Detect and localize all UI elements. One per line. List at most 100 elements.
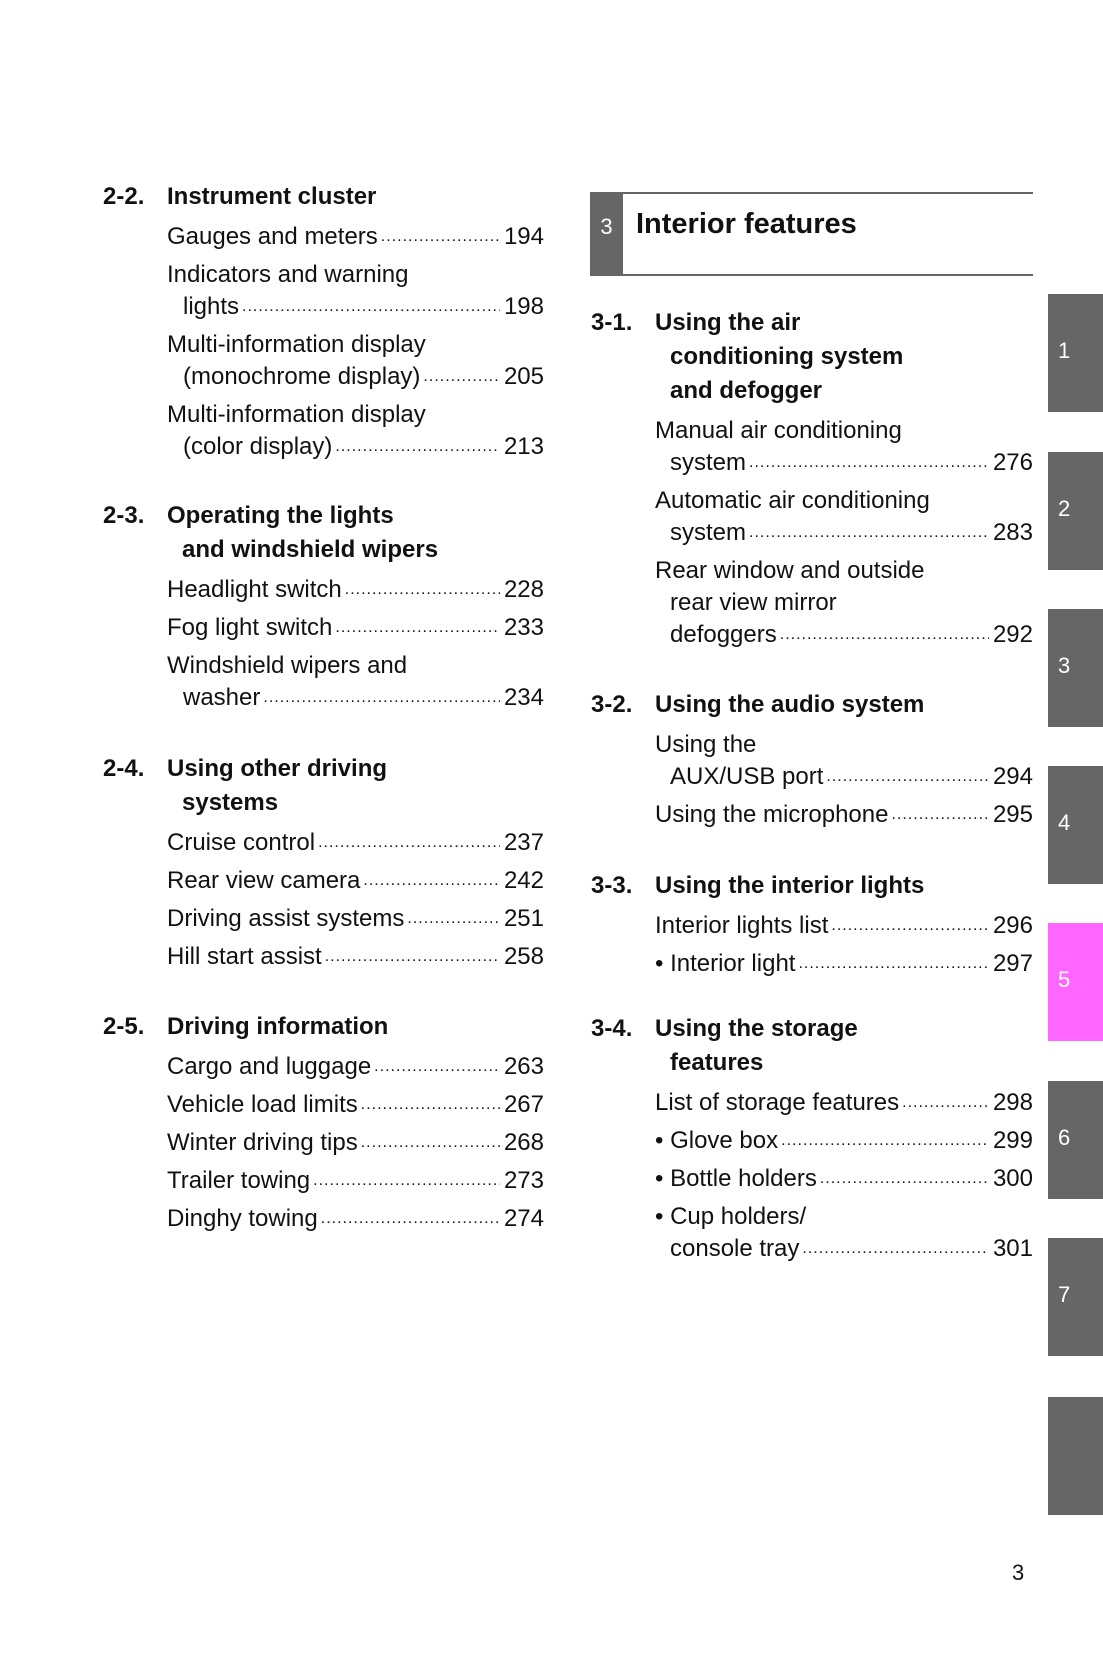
entry-page: 268	[503, 1129, 544, 1156]
entry-page: 194	[503, 223, 544, 250]
entry-page: 298	[992, 1089, 1033, 1116]
toc-entry[interactable]: • Interior light 297	[591, 948, 1033, 980]
toc-entry[interactable]: Manual air conditioning system 276	[591, 415, 1033, 479]
chapter-tab-label: 7	[1058, 1282, 1071, 1307]
toc-section: 3-4. Using the storage features List of sto…	[591, 1012, 1033, 1271]
toc-entry-line: List of storage features 298	[591, 1087, 1033, 1119]
entry-page: 233	[503, 614, 544, 641]
dot-leader	[335, 431, 500, 463]
section-title: Using the storage features	[655, 1012, 858, 1080]
section-number: 2-5.	[103, 1013, 145, 1040]
toc-entry[interactable]: Using the microphone 295	[591, 799, 1033, 831]
toc-entry[interactable]: Cruise control 237	[103, 827, 544, 859]
toc-entry-line: Windshield wipers and	[103, 650, 544, 682]
toc-entry[interactable]: Trailer towing 273	[103, 1165, 544, 1197]
toc-section: 3-3. Using the interior lights Interior li…	[591, 869, 1033, 986]
entry-page: 237	[503, 829, 544, 856]
dot-leader	[242, 291, 500, 323]
entry-text: system	[670, 449, 747, 476]
toc-entry[interactable]: Multi-information display (monochrome dis…	[103, 329, 544, 393]
entry-page: 242	[503, 867, 544, 894]
chapter-tab-label: 4	[1058, 810, 1071, 835]
chapter-tab-1[interactable]: 1	[1048, 294, 1103, 412]
toc-entry[interactable]: Multi-information display (color display)…	[103, 399, 544, 463]
entry-text: List of storage features	[655, 1089, 900, 1116]
toc-entry-line: Dinghy towing 274	[103, 1203, 544, 1235]
toc-entry[interactable]: Fog light switch 233	[103, 612, 544, 644]
entry-text: Cruise control	[167, 829, 316, 856]
toc-entry[interactable]: Hill start assist 258	[103, 941, 544, 973]
section-number: 2-2.	[103, 183, 145, 210]
entry-page: 267	[503, 1091, 544, 1118]
toc-entry[interactable]: Winter driving tips 268	[103, 1127, 544, 1159]
section-heading[interactable]: 2-5. Driving information	[103, 1010, 544, 1044]
toc-entry[interactable]: Rear window and outside rear view mirror d…	[591, 555, 1033, 651]
toc-entry[interactable]: Windshield wipers and washer 234	[103, 650, 544, 714]
section-title-line: and windshield wipers	[182, 536, 439, 563]
chapter-tab-blank[interactable]	[1048, 1397, 1103, 1515]
dot-leader	[749, 517, 989, 549]
section-title-line: and defogger	[670, 377, 823, 404]
section-heading[interactable]: 3-1. Using the air conditioning system and …	[591, 306, 1033, 408]
entry-text: Using the microphone	[655, 801, 889, 828]
section-heading[interactable]: 2-4. Using other driving systems	[103, 752, 544, 820]
section-heading[interactable]: 2-3. Operating the lights and windshield w…	[103, 499, 544, 567]
toc-entry-line: Indicators and warning	[103, 259, 544, 291]
entry-text: Fog light switch	[167, 614, 333, 641]
entry-page: 234	[503, 684, 544, 711]
chapter-tab-6[interactable]: 6	[1048, 1081, 1103, 1199]
entry-text: system	[670, 519, 747, 546]
toc-entry[interactable]: Gauges and meters 194	[103, 221, 544, 253]
dot-leader	[781, 1125, 989, 1157]
chapter-tab-2[interactable]: 2	[1048, 452, 1103, 570]
dot-leader	[381, 221, 500, 253]
toc-entry[interactable]: Driving assist systems 251	[103, 903, 544, 935]
toc-entry[interactable]: • Glove box 299	[591, 1125, 1033, 1157]
toc-entry[interactable]: Rear view camera 242	[103, 865, 544, 897]
dot-leader	[831, 910, 989, 942]
dot-leader	[361, 1127, 500, 1159]
toc-entry[interactable]: Automatic air conditioning system 283	[591, 485, 1033, 549]
section-heading[interactable]: 3-2. Using the audio system	[591, 688, 1033, 722]
chapter-tab-4[interactable]: 4	[1048, 766, 1103, 884]
toc-entry[interactable]: • Cup holders/console tray 301	[591, 1201, 1033, 1265]
toc-entry[interactable]: Vehicle load limits 267	[103, 1089, 544, 1121]
chapter-tab-7[interactable]: 7	[1048, 1238, 1103, 1356]
entry-page: 301	[992, 1235, 1033, 1262]
chapter-tab-3[interactable]: 3	[1048, 609, 1103, 727]
entry-text: Multi-information display	[167, 331, 426, 358]
toc-entry[interactable]: Headlight switch 228	[103, 574, 544, 606]
toc-entry[interactable]: Indicators and warning lights 198	[103, 259, 544, 323]
section-heading[interactable]: 3-3. Using the interior lights	[591, 869, 1033, 903]
dot-leader	[802, 1233, 989, 1265]
toc-entry[interactable]: Interior lights list 296	[591, 910, 1033, 942]
entry-page: 251	[503, 905, 544, 932]
toc-section: 2-5. Driving information Cargo and luggage…	[103, 1010, 544, 1241]
toc-entry-line: Multi-information display	[103, 399, 544, 431]
toc-entry[interactable]: Dinghy towing 274	[103, 1203, 544, 1235]
section-heading[interactable]: 2-2. Instrument cluster	[103, 180, 544, 214]
section-heading[interactable]: 3-4. Using the storage features	[591, 1012, 1033, 1080]
toc-section: 2-4. Using other driving systems Cruise con…	[103, 752, 544, 979]
entry-text: Driving assist systems	[167, 905, 405, 932]
chapter-tab-5[interactable]: 5	[1048, 923, 1103, 1041]
section-title: Using the air conditioning system and defo…	[655, 306, 903, 408]
toc-section: 2-2. Instrument cluster Gauges and meters 1…	[103, 180, 544, 469]
dot-leader	[345, 574, 500, 606]
entry-text: Winter driving tips	[167, 1129, 358, 1156]
entry-page: 273	[503, 1167, 544, 1194]
entry-text: Using the	[655, 731, 757, 758]
entry-page: 228	[503, 576, 544, 603]
dot-leader	[407, 903, 500, 935]
toc-entry[interactable]: Cargo and luggage 263	[103, 1051, 544, 1083]
section-title: Using the interior lights	[655, 869, 924, 903]
chapter-number: 3	[590, 194, 623, 274]
dot-leader	[263, 682, 500, 714]
toc-entry-line: washer 234	[103, 682, 544, 714]
entry-page: 294	[992, 763, 1033, 790]
toc-entry[interactable]: List of storage features 298	[591, 1087, 1033, 1119]
toc-entry[interactable]: Using the AUX/USB port 294	[591, 729, 1033, 793]
entry-text: Interior lights list	[655, 912, 829, 939]
toc-entry[interactable]: • Bottle holders 300	[591, 1163, 1033, 1195]
dot-leader	[318, 827, 500, 859]
